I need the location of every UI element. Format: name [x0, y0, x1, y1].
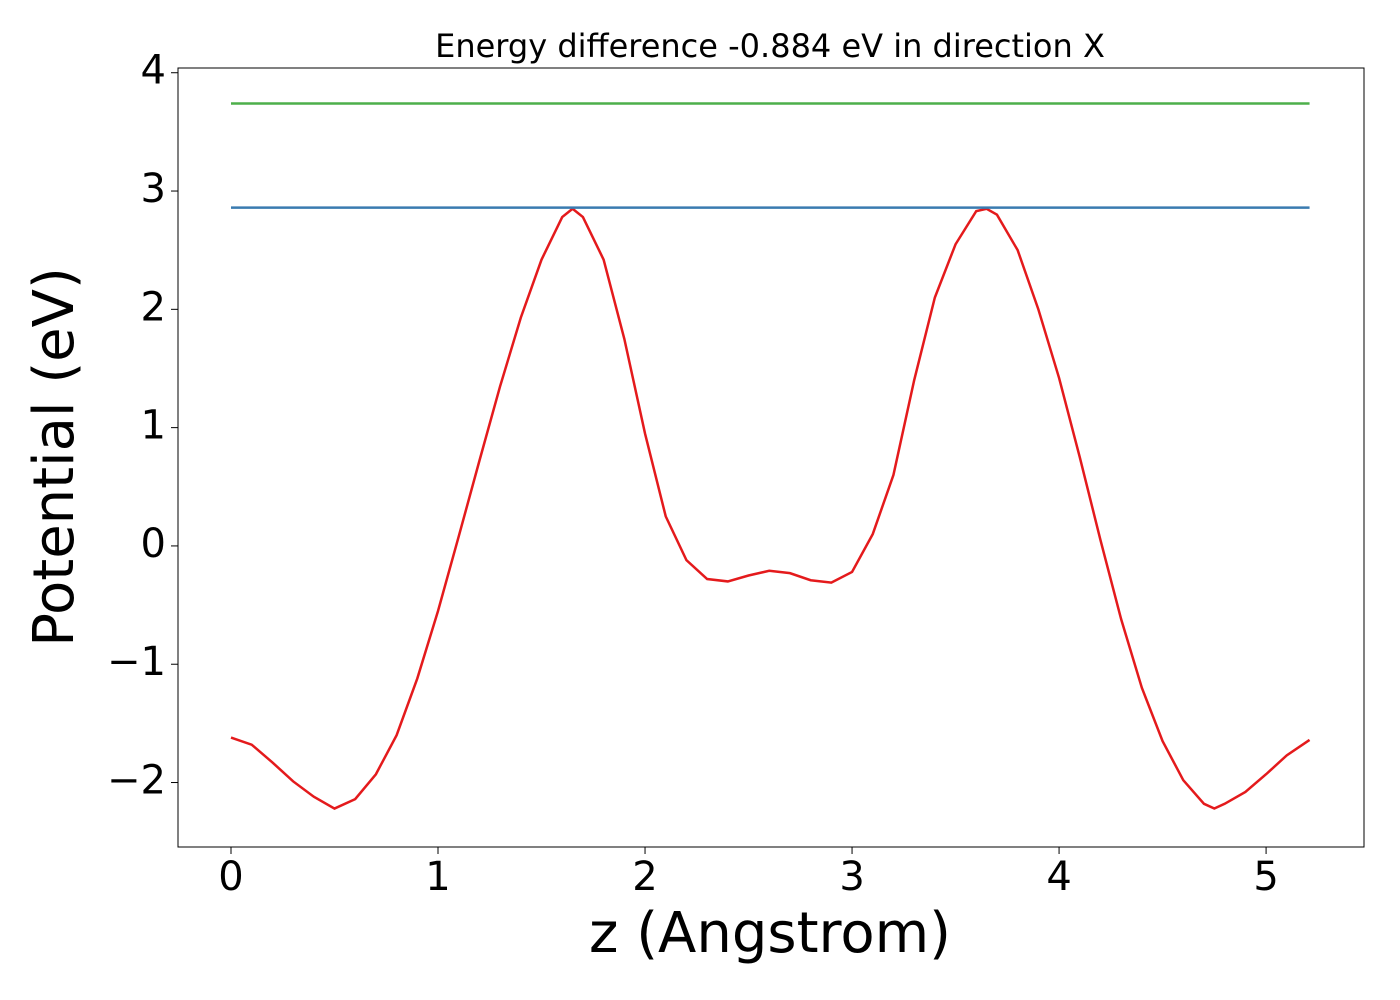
- x-tick-label: 1: [425, 854, 450, 900]
- x-tick-label: 0: [218, 854, 243, 900]
- x-tick-label: 5: [1253, 854, 1278, 900]
- y-tick-label: 3: [141, 166, 166, 212]
- series-line: [230, 207, 1311, 810]
- y-tick-label: −2: [107, 758, 166, 804]
- x-tick-label: 4: [1046, 854, 1071, 900]
- y-tick-label: 2: [141, 284, 166, 330]
- x-tick-label: 3: [839, 854, 864, 900]
- y-axis-label: Potential (eV): [22, 267, 87, 647]
- y-tick-label: 4: [141, 48, 166, 94]
- y-tick-label: −1: [107, 639, 166, 685]
- y-tick-label: 0: [141, 521, 166, 567]
- chart-title: Energy difference -0.884 eV in direction…: [435, 27, 1105, 65]
- x-axis-label: z (Angstrom): [589, 901, 951, 966]
- plot-frame: [177, 67, 1365, 848]
- y-tick-label: 1: [141, 403, 166, 449]
- x-tick-label: 2: [632, 854, 657, 900]
